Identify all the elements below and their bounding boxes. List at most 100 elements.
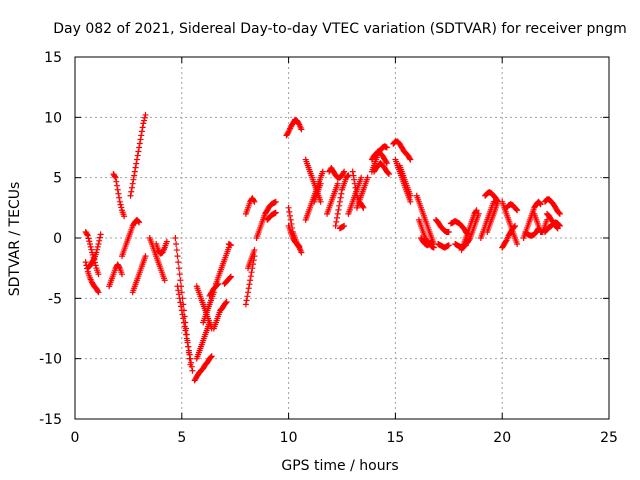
x-tick-label: 5 xyxy=(177,430,186,446)
x-tick-labels: 0 5 10 15 20 25 xyxy=(71,430,618,446)
data-point xyxy=(248,269,255,276)
data-point xyxy=(178,303,185,310)
series-arc27 xyxy=(283,116,305,139)
series-arc43 xyxy=(390,138,414,163)
data-point xyxy=(118,271,125,278)
data-point xyxy=(188,359,195,366)
series-arc1 xyxy=(82,228,102,278)
series-arc25 xyxy=(253,198,279,241)
data-point xyxy=(175,259,182,266)
series-arc42 xyxy=(371,160,392,178)
data-point xyxy=(175,291,182,298)
series-arc59 xyxy=(499,222,519,251)
y-axis-label: SDTVAR / TECUs xyxy=(7,182,23,297)
data-point xyxy=(246,281,253,288)
data-point xyxy=(176,295,183,302)
data-point xyxy=(185,343,192,350)
data-point xyxy=(334,180,341,187)
series-arc64 xyxy=(541,196,563,217)
data-point xyxy=(174,283,181,290)
data-point xyxy=(272,198,279,205)
data-point xyxy=(340,169,347,176)
data-point xyxy=(287,212,294,219)
data-point xyxy=(360,204,367,211)
data-point xyxy=(187,355,194,362)
data-point xyxy=(385,171,392,178)
data-point xyxy=(466,236,473,243)
data-point xyxy=(136,144,143,151)
data-point xyxy=(133,156,140,163)
data-point xyxy=(338,190,345,197)
data-point xyxy=(115,190,122,197)
data-point xyxy=(351,180,358,187)
data-point xyxy=(407,192,414,199)
data-point xyxy=(173,241,180,248)
data-point xyxy=(227,242,234,249)
data-point xyxy=(513,206,520,213)
series-arc45 xyxy=(396,162,414,199)
data-point xyxy=(222,299,229,306)
data-point xyxy=(140,120,147,127)
series-arc3 xyxy=(84,231,104,272)
series-arc19 xyxy=(212,244,232,287)
data-point xyxy=(245,285,252,292)
y-tick-label: 10 xyxy=(44,110,62,126)
data-point xyxy=(174,253,181,260)
data-point xyxy=(189,367,196,374)
data-point xyxy=(116,194,123,201)
data-point xyxy=(298,126,305,133)
data-point xyxy=(90,256,97,263)
data-point xyxy=(512,222,519,229)
data-point xyxy=(138,132,145,139)
data-point xyxy=(186,351,193,358)
data-point xyxy=(136,140,143,147)
data-point xyxy=(96,237,103,244)
series-arc57 xyxy=(484,198,501,235)
data-point xyxy=(286,208,293,215)
data-point xyxy=(298,249,305,256)
data-point xyxy=(163,238,170,245)
data-point xyxy=(247,277,254,284)
data-point xyxy=(272,209,279,216)
data-point xyxy=(138,128,145,135)
data-point xyxy=(383,160,390,167)
series-arc13 xyxy=(191,353,215,384)
x-tick-label: 25 xyxy=(600,430,618,446)
data-point xyxy=(135,148,142,155)
series-arc61 xyxy=(520,198,544,241)
plot-frame xyxy=(74,56,610,420)
data-point xyxy=(180,319,187,326)
y-tick-label: 0 xyxy=(53,231,62,247)
data-point xyxy=(95,289,102,296)
data-point xyxy=(84,232,91,239)
data-point xyxy=(511,223,518,230)
series-arc48 xyxy=(418,235,435,249)
data-point xyxy=(161,277,168,284)
data-point xyxy=(185,347,192,354)
x-tick-label: 0 xyxy=(71,430,80,446)
data-point xyxy=(96,234,103,241)
data-point xyxy=(407,198,414,205)
series-arc32 xyxy=(311,180,324,205)
y-tick-labels: -15 -10 -5 0 5 10 15 xyxy=(39,50,62,428)
data-point xyxy=(86,238,93,245)
series-arc10 xyxy=(153,238,170,257)
data-point xyxy=(333,218,340,225)
data-point xyxy=(130,176,137,183)
data-point xyxy=(337,194,344,201)
data-point xyxy=(407,156,414,163)
data-point xyxy=(177,277,184,284)
series-arc29 xyxy=(285,222,303,250)
series-arc12 xyxy=(174,283,196,374)
data-point xyxy=(93,249,100,256)
data-point xyxy=(247,273,254,280)
data-point xyxy=(383,158,390,165)
data-point xyxy=(250,197,257,204)
data-point xyxy=(135,218,142,225)
axes xyxy=(74,56,610,420)
series-arc60 xyxy=(503,201,521,214)
data-point xyxy=(137,136,144,143)
data-point xyxy=(350,172,357,179)
series-arc9 xyxy=(146,235,168,284)
y-tick-label: -15 xyxy=(39,412,62,428)
